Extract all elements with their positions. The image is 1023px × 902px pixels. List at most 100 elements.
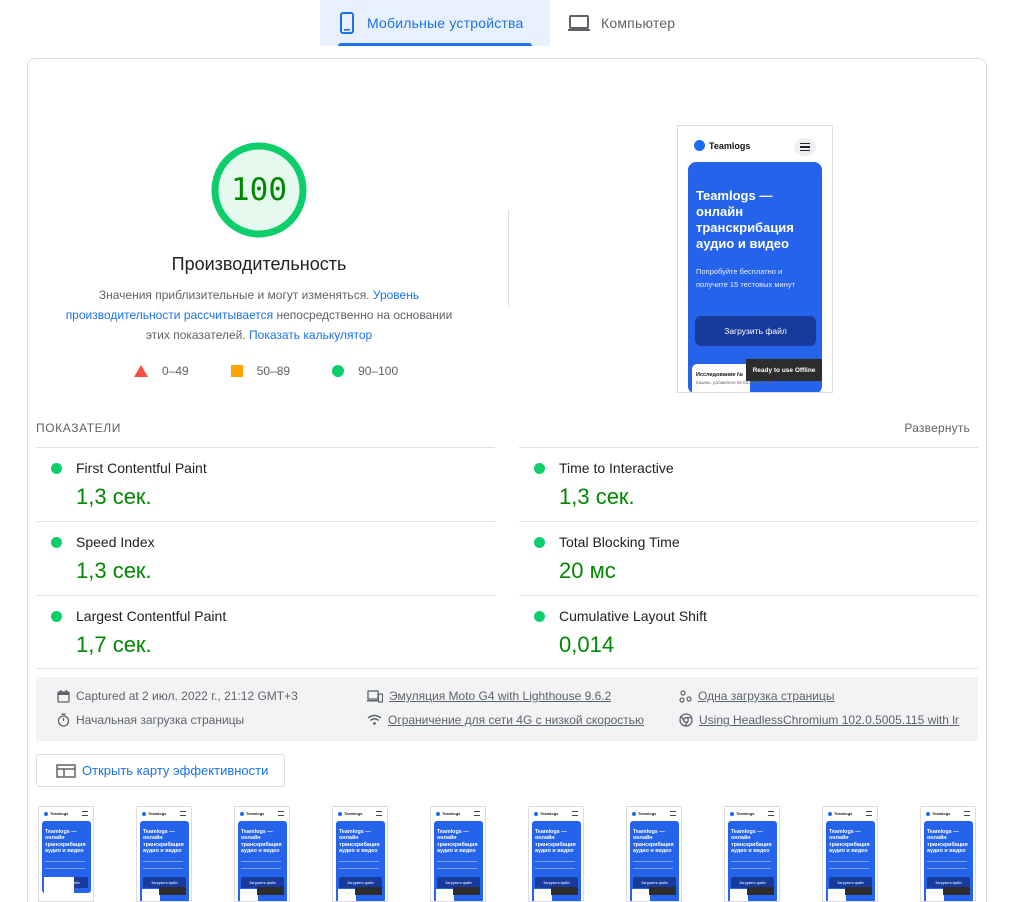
menu-icon: [866, 811, 872, 816]
metric-name: Speed Index: [76, 534, 155, 550]
metric-time-to-interactive: Time to Interactive 1,3 сек.: [519, 447, 978, 521]
info-browser-text: Using HeadlessChromium 102.0.5005.115 wi…: [699, 713, 959, 727]
tab-mobile-label: Мобильные устройства: [367, 15, 524, 31]
metric-value: 1,3 сек.: [76, 484, 152, 509]
filmstrip-upload-button: Загрузить файл: [535, 877, 578, 888]
filmstrip-brand-name: Teamlogs: [246, 811, 265, 816]
filmstrip-hero-subtitle: [731, 861, 771, 869]
performance-score: 100: [231, 172, 287, 208]
logo-dot-icon: [534, 811, 538, 816]
gauge-desc-prefix: Значения приблизительные и могут изменят…: [98, 288, 370, 302]
metric-value: 0,014: [559, 632, 615, 657]
gauge-title: Производительность: [171, 254, 347, 274]
filmstrip-offline-badge: [649, 887, 676, 895]
final-screenshot[interactable]: Teamlogs Teamlogs — онлайн транскрибация…: [677, 125, 833, 393]
filmstrip-hero-title: Teamlogs — онлайн транскрибация аудио и …: [633, 829, 674, 854]
pass-circle-icon: [51, 611, 62, 622]
menu-icon: [670, 811, 676, 816]
menu-icon: [474, 811, 480, 816]
filmstrip-hero-title: Teamlogs — онлайн транскрибация аудио и …: [731, 829, 772, 854]
logo-dot-icon: [632, 811, 636, 816]
screenshot-hero-subtitle: Попробуйте бесплатно и получите 15 тесто…: [696, 267, 795, 289]
filmstrip-brand-name: Teamlogs: [834, 811, 853, 816]
menu-icon: [82, 811, 88, 816]
filmstrip-upload-button: Загрузить файл: [731, 877, 774, 888]
legend-fail-label: 0–49: [162, 364, 189, 378]
info-throttling[interactable]: Ограничение для сети 4G с низкой скорост…: [367, 713, 644, 727]
calendar-icon: [57, 689, 70, 703]
filmstrip-hero-subtitle: [535, 861, 575, 869]
open-treemap-label: Открыть карту эффективности: [82, 763, 269, 778]
info-initial-load: Начальная загрузка страницы: [57, 713, 244, 727]
metric-largest-contentful-paint: Largest Contentful Paint 1,7 сек.: [36, 595, 495, 669]
logo-dot-icon: [436, 811, 440, 816]
info-captured: Captured at 2 июл. 2022 г., 21:12 GMT+3: [57, 689, 298, 703]
info-emulation[interactable]: Эмуляция Moto G4 with Lighthouse 9.6.2: [367, 689, 611, 703]
filmstrip-card: [828, 889, 846, 901]
filmstrip-frame: Teamlogs Teamlogs — онлайн транскрибация …: [822, 806, 878, 902]
filmstrip-card: [632, 889, 650, 901]
metric-name: Largest Contentful Paint: [76, 608, 227, 624]
filmstrip-brand: Teamlogs: [926, 811, 950, 816]
score-calculation-link[interactable]: Уровень производительности рассчитываетс…: [65, 288, 420, 322]
filmstrip-brand-name: Teamlogs: [50, 811, 69, 816]
filmstrip-frame: Teamlogs Teamlogs — онлайн транскрибация …: [136, 806, 192, 902]
filmstrip-upload-button: Загрузить файл: [339, 877, 382, 888]
runtime-info: Captured at 2 июл. 2022 г., 21:12 GMT+3 …: [36, 677, 978, 741]
filmstrip-brand: Teamlogs: [730, 811, 754, 816]
filmstrip-card: [240, 889, 258, 901]
gauge-description: Значения приблизительные и могут изменят…: [60, 285, 458, 345]
filmstrip-upload-button: Загрузить файл: [241, 877, 284, 888]
filmstrip-brand: Teamlogs: [338, 811, 362, 816]
expand-toggle[interactable]: Развернуть: [904, 421, 970, 435]
pass-circle-icon: [51, 537, 62, 548]
filmstrip-hero-subtitle: [45, 861, 85, 869]
filmstrip-hero-title: Teamlogs — онлайн транскрибация аудио и …: [927, 829, 968, 854]
metric-name: Cumulative Layout Shift: [559, 608, 707, 624]
screenshot-hero: Teamlogs — онлайн транскрибация аудио и …: [688, 162, 822, 392]
screenshot-offline-badge: Ready to use Offline: [746, 359, 822, 381]
filmstrip-hero-subtitle: [437, 861, 477, 869]
metrics-bottom-divider: [36, 668, 978, 669]
filmstrip-hero-title: Teamlogs — онлайн транскрибация аудио и …: [143, 829, 184, 854]
filmstrip: Teamlogs Teamlogs — онлайн транскрибация …: [38, 806, 978, 902]
metric-speed-index: Speed Index 1,3 сек.: [36, 521, 495, 595]
filmstrip-card: [44, 877, 74, 897]
logo-dot-icon: [730, 811, 734, 816]
menu-icon: [964, 811, 970, 816]
filmstrip-hero-title: Teamlogs — онлайн транскрибация аудио и …: [241, 829, 282, 854]
info-browser[interactable]: Using HeadlessChromium 102.0.5005.115 wi…: [679, 713, 959, 727]
nodes-icon: [679, 689, 692, 703]
filmstrip-frame: Teamlogs Teamlogs — онлайн транскрибация …: [234, 806, 290, 902]
metric-name: Time to Interactive: [559, 460, 674, 476]
filmstrip-hero-title: Teamlogs — онлайн транскрибация аудио и …: [437, 829, 478, 854]
filmstrip-offline-badge: [551, 887, 578, 895]
screenshot-upload-button: Загрузить файл: [695, 316, 816, 346]
laptop-icon: [567, 14, 591, 32]
show-calculator-link[interactable]: Показать калькулятор: [249, 328, 373, 342]
tab-mobile[interactable]: Мобильные устройства: [320, 0, 550, 46]
filmstrip-brand-name: Teamlogs: [540, 811, 559, 816]
logo-dot-icon: [828, 811, 832, 816]
filmstrip-brand-name: Teamlogs: [442, 811, 461, 816]
filmstrip-upload-button: Загрузить файл: [829, 877, 872, 888]
tab-desktop[interactable]: Компьютер: [550, 0, 692, 46]
signal-icon: [367, 714, 382, 726]
filmstrip-brand: Teamlogs: [44, 811, 68, 816]
filmstrip-hero-subtitle: [143, 861, 183, 869]
logo-dot-icon: [44, 811, 48, 816]
filmstrip-frame: Teamlogs Teamlogs — онлайн транскрибация …: [528, 806, 584, 902]
filmstrip-brand-name: Teamlogs: [932, 811, 951, 816]
logo-dot-icon: [338, 811, 342, 816]
menu-icon: [768, 811, 774, 816]
chrome-icon: [679, 713, 693, 727]
info-single-load[interactable]: Одна загрузка страницы: [679, 689, 977, 703]
filmstrip-brand-name: Teamlogs: [638, 811, 657, 816]
treemap-icon: [56, 763, 76, 778]
filmstrip-hero-title: Teamlogs — онлайн транскрибация аудио и …: [829, 829, 870, 854]
gauge-ring: [211, 142, 307, 238]
open-treemap-button[interactable]: Открыть карту эффективности: [36, 754, 285, 787]
square-icon: [230, 365, 243, 377]
screenshot-hero-title: Teamlogs — онлайн транскрибация аудио и …: [696, 188, 794, 251]
filmstrip-offline-badge: [747, 887, 774, 895]
